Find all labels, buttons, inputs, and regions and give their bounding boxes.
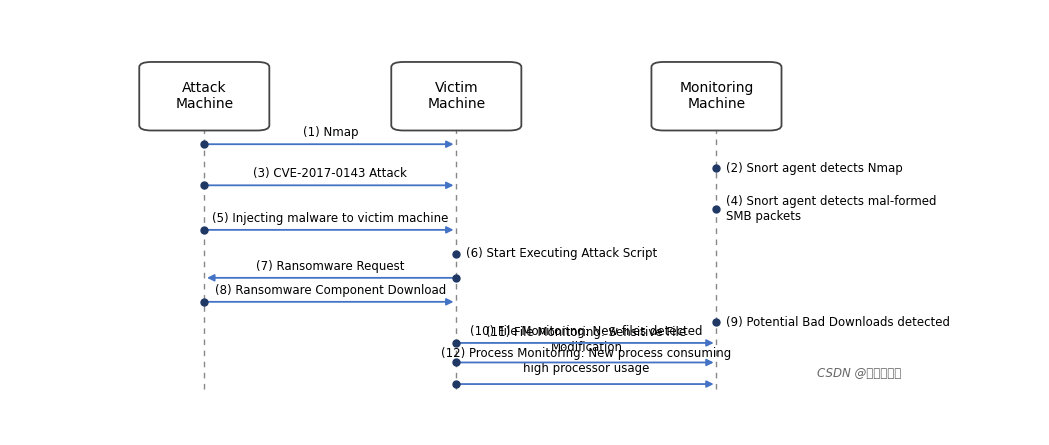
Text: (10) File Monitoring: New files detected: (10) File Monitoring: New files detected (470, 325, 703, 338)
Text: CSDN @进阶白帽子: CSDN @进阶白帽子 (816, 367, 901, 380)
Text: (1) Nmap: (1) Nmap (302, 126, 358, 139)
Text: (9) Potential Bad Downloads detected: (9) Potential Bad Downloads detected (726, 316, 950, 329)
Text: (7) Ransomware Request: (7) Ransomware Request (256, 260, 405, 273)
Text: (3) CVE-2017-0143 Attack: (3) CVE-2017-0143 Attack (254, 167, 407, 180)
Text: (4) Snort agent detects mal-formed
SMB packets: (4) Snort agent detects mal-formed SMB p… (726, 195, 937, 223)
Text: Attack
Machine: Attack Machine (175, 81, 233, 111)
Text: Monitoring
Machine: Monitoring Machine (680, 81, 753, 111)
Text: (11) File Monitoring: Sensitive File
Modification: (11) File Monitoring: Sensitive File Mod… (487, 326, 686, 354)
FancyBboxPatch shape (391, 62, 521, 130)
FancyBboxPatch shape (651, 62, 782, 130)
FancyBboxPatch shape (140, 62, 270, 130)
Text: Victim
Machine: Victim Machine (427, 81, 486, 111)
Text: (6) Start Executing Attack Script: (6) Start Executing Attack Script (466, 247, 658, 260)
Text: (8) Ransomware Component Download: (8) Ransomware Component Download (215, 283, 446, 297)
Text: (5) Injecting malware to victim machine: (5) Injecting malware to victim machine (212, 212, 449, 225)
Text: (12) Process Monitoring: New process consuming
high processor usage: (12) Process Monitoring: New process con… (442, 348, 731, 376)
Text: (2) Snort agent detects Nmap: (2) Snort agent detects Nmap (726, 162, 903, 175)
